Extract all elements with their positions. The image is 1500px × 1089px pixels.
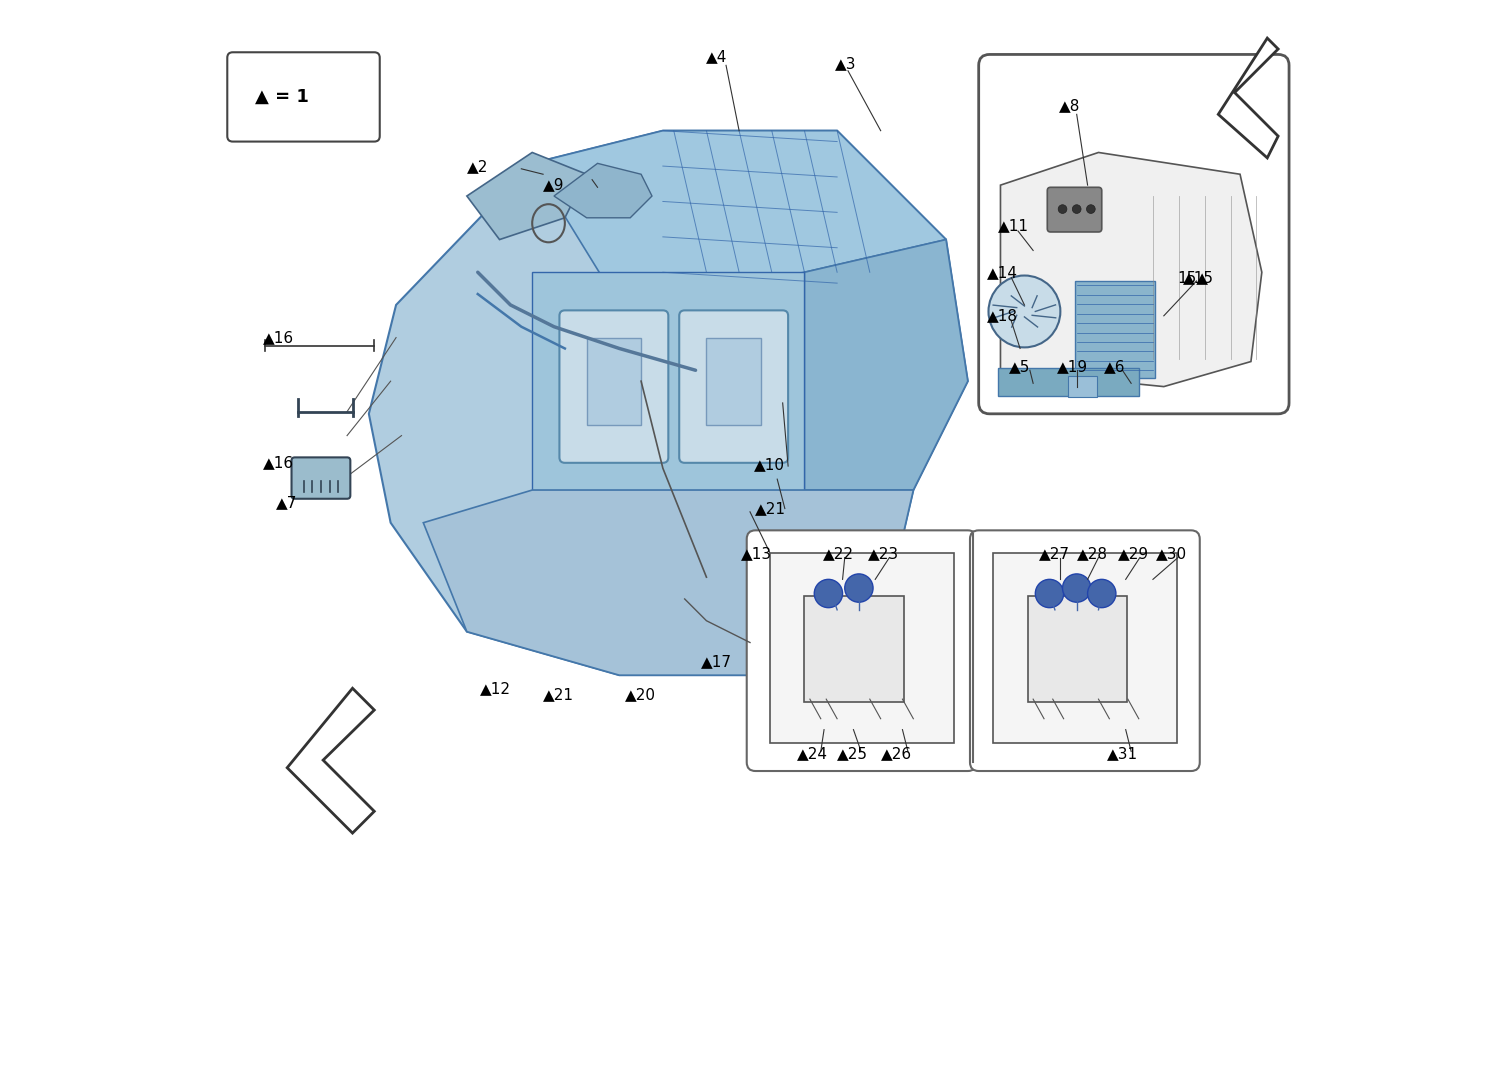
Circle shape xyxy=(1088,579,1116,608)
Text: ▲24: ▲24 xyxy=(796,746,828,761)
Text: ▲29: ▲29 xyxy=(1118,546,1149,561)
Text: ▲2: ▲2 xyxy=(466,159,488,174)
Text: ▲23: ▲23 xyxy=(867,546,898,561)
FancyBboxPatch shape xyxy=(999,368,1138,396)
Text: ▲18: ▲18 xyxy=(987,308,1018,323)
Text: ▲22: ▲22 xyxy=(824,546,854,561)
FancyBboxPatch shape xyxy=(291,457,351,499)
Text: ▲26: ▲26 xyxy=(880,746,912,761)
Text: ▲3: ▲3 xyxy=(836,56,856,71)
FancyBboxPatch shape xyxy=(680,310,788,463)
Circle shape xyxy=(1086,205,1095,213)
Text: ▲8: ▲8 xyxy=(1059,98,1080,113)
Text: ▲9: ▲9 xyxy=(543,178,564,193)
Polygon shape xyxy=(532,131,946,305)
FancyBboxPatch shape xyxy=(747,530,976,771)
Text: ▲16: ▲16 xyxy=(262,330,294,345)
Text: ▲25: ▲25 xyxy=(837,746,868,761)
Text: ▲27: ▲27 xyxy=(1038,546,1070,561)
Text: ▲7: ▲7 xyxy=(276,495,297,511)
Text: ▲14: ▲14 xyxy=(987,265,1018,280)
Circle shape xyxy=(844,574,873,602)
Text: ▲6: ▲6 xyxy=(1104,359,1125,375)
Text: ▲11: ▲11 xyxy=(999,218,1029,233)
Text: ▲21: ▲21 xyxy=(756,501,786,516)
Polygon shape xyxy=(532,272,804,490)
Circle shape xyxy=(1035,579,1064,608)
Text: ▲21: ▲21 xyxy=(543,687,574,702)
Text: ▲31: ▲31 xyxy=(1107,746,1138,761)
FancyBboxPatch shape xyxy=(993,553,1178,743)
Polygon shape xyxy=(466,152,586,240)
Polygon shape xyxy=(1218,38,1278,158)
Text: ▲15: ▲15 xyxy=(1184,270,1215,285)
Circle shape xyxy=(988,276,1060,347)
FancyBboxPatch shape xyxy=(586,338,640,425)
Text: ▲28: ▲28 xyxy=(1077,546,1107,561)
FancyBboxPatch shape xyxy=(804,596,903,702)
Polygon shape xyxy=(554,163,652,218)
Circle shape xyxy=(1072,205,1082,213)
Circle shape xyxy=(1062,574,1090,602)
Text: ▲10: ▲10 xyxy=(754,457,786,473)
Text: ▲20: ▲20 xyxy=(626,687,656,702)
FancyBboxPatch shape xyxy=(228,52,380,142)
FancyBboxPatch shape xyxy=(1068,376,1098,397)
Text: ▲16: ▲16 xyxy=(262,455,294,470)
FancyBboxPatch shape xyxy=(1047,187,1101,232)
FancyBboxPatch shape xyxy=(770,553,954,743)
FancyBboxPatch shape xyxy=(706,338,760,425)
Text: ▲12: ▲12 xyxy=(480,681,512,696)
Circle shape xyxy=(1058,205,1066,213)
FancyBboxPatch shape xyxy=(978,54,1288,414)
Text: ▲17: ▲17 xyxy=(700,654,732,670)
Text: ▲13: ▲13 xyxy=(741,546,772,561)
Polygon shape xyxy=(804,240,968,490)
Circle shape xyxy=(815,579,843,608)
Text: ▲19: ▲19 xyxy=(1058,359,1088,375)
Text: 15▲: 15▲ xyxy=(1178,270,1208,285)
Text: ▲4: ▲4 xyxy=(706,49,728,64)
Polygon shape xyxy=(1000,152,1262,387)
Polygon shape xyxy=(423,490,914,675)
FancyBboxPatch shape xyxy=(1028,596,1126,702)
Polygon shape xyxy=(369,131,968,675)
Polygon shape xyxy=(286,688,375,833)
FancyBboxPatch shape xyxy=(970,530,1200,771)
FancyBboxPatch shape xyxy=(1074,281,1155,378)
Text: ▲5: ▲5 xyxy=(1010,359,1031,375)
Text: ▲ = 1: ▲ = 1 xyxy=(255,88,309,106)
FancyBboxPatch shape xyxy=(560,310,669,463)
Text: ▲30: ▲30 xyxy=(1156,546,1188,561)
